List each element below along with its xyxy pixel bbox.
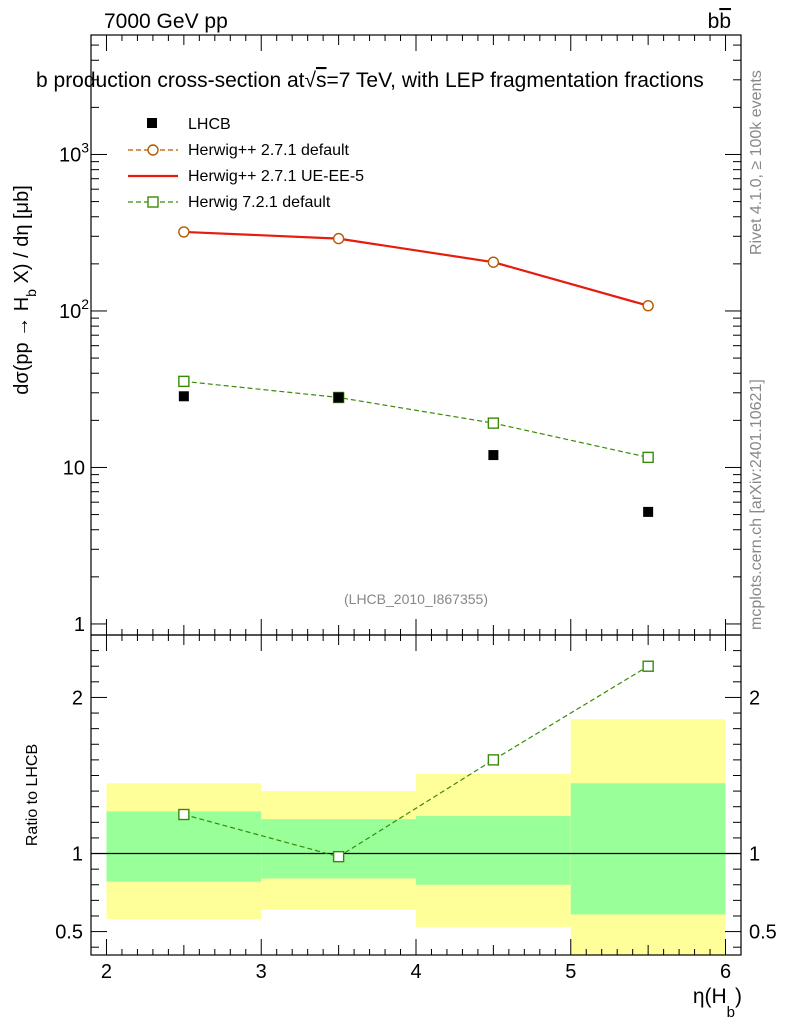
y-tick-base: 10 [59,144,81,166]
header-right-bbar: b [719,10,731,33]
y-tick-exp: 3 [81,139,89,155]
inner-band-0 [106,811,262,882]
series-2-point [642,451,654,464]
ratio-tick-label-right: 2 [749,687,760,709]
ratio-tick-label-right: 0.5 [749,922,777,944]
x-label-main: η(H [693,985,727,1008]
ratio-ticks: 0.5 0.5 1 1 2 2 [55,650,777,948]
series-0-point [642,300,654,312]
legend-marker-lhcb [147,118,157,128]
ratio-series-point [642,660,654,672]
y-tick-base: 10 [63,457,85,479]
x-label-close: ) [735,985,742,1008]
ratio-tick-label-left: 1 [72,844,83,866]
y-label-main: dσ(pp → H [11,297,33,395]
legend-label-herwigpp-ue: Herwig++ 2.7.1 UE-EE-5 [188,168,364,185]
legend-marker-herwig7-default [147,196,159,208]
main-series [178,226,654,517]
side-label-rivet: Rivet 4.1.0, ≥ 100k events [748,70,765,255]
ratio-y-axis-label: Ratio to LHCB [24,744,41,846]
x-label-sub: b [727,1004,735,1021]
y-tick-label: 1 [74,614,85,636]
title-suffix: =7 TeV, with LEP fragmentation fractions [327,69,704,92]
x-tick-label: 4 [410,961,421,983]
y-tick-base: 1 [74,614,85,636]
series-line-2 [183,380,649,458]
inner-band-1 [261,819,416,879]
inner-band-2 [416,816,571,885]
ratio-series-point [332,850,345,863]
x-axis-label: η(Hb) [693,985,742,1021]
series-0-point [487,256,500,268]
ratio-series-line [183,665,649,858]
title-prefix: b production cross-section at [36,69,305,92]
lhcb-data-point [643,506,654,517]
x-tick-label: 5 [565,961,576,983]
ratio-tick-label-left: 2 [72,687,83,709]
legend-label-herwigpp-default: Herwig++ 2.7.1 default [188,142,350,159]
main-y-axis-label: dσ(pp → Hb X) / dη [μb] [11,185,39,395]
title-root-symbol: √ [304,69,316,92]
legend: LHCB Herwig++ 2.7.1 default Herwig++ 2.7… [128,116,364,211]
header-right-b: b [708,10,720,33]
legend-label-lhcb: LHCB [188,116,231,133]
ratio-tick-label-left: 0.5 [55,922,83,944]
x-tick-label: 2 [101,961,112,983]
inner-band-3 [570,783,726,915]
title-root-arg: s [316,69,327,92]
ratio-tick-label-right: 1 [749,844,760,866]
series-2-point [178,375,190,388]
series-0-point [178,226,190,238]
x-tick-label: 3 [256,961,267,983]
y-tick-exp: 2 [81,296,89,312]
series-line-1 [183,230,649,307]
ratio-series [178,660,654,863]
legend-marker-herwigpp-default [147,144,159,156]
y-tick-label: 102 [59,296,89,323]
series-0-point [332,232,345,245]
ratio-bands [91,719,741,955]
y-label-tail: X) / dη [μb] [11,185,33,289]
x-tick-label: 6 [720,961,731,983]
series-2-point [487,417,500,429]
y-tick-label: 103 [59,139,89,166]
ratio-series-point [487,754,500,766]
main-ticks [91,35,741,955]
lhcb-data-point [333,392,344,403]
y-label-sub: b [23,289,39,297]
analysis-watermark: (LHCB_2010_I867355) [344,591,488,607]
chart-title: b production cross-section at√s=7 TeV, w… [36,69,704,92]
header-left: 7000 GeV pp [104,10,228,33]
header-right: bb [708,10,731,33]
y-tick-label: 10 [63,457,85,479]
x-tick-labels: 2 3 4 5 6 [101,961,731,983]
side-label-mcplots: mcplots.cern.ch [arXiv:2401.10621] [748,379,765,630]
legend-label-herwig7-default: Herwig 7.2.1 default [188,194,331,211]
lhcb-data-point [178,391,189,402]
ratio-series-point [178,808,190,821]
lhcb-data-point [488,450,499,461]
y-tick-base: 10 [59,301,81,323]
